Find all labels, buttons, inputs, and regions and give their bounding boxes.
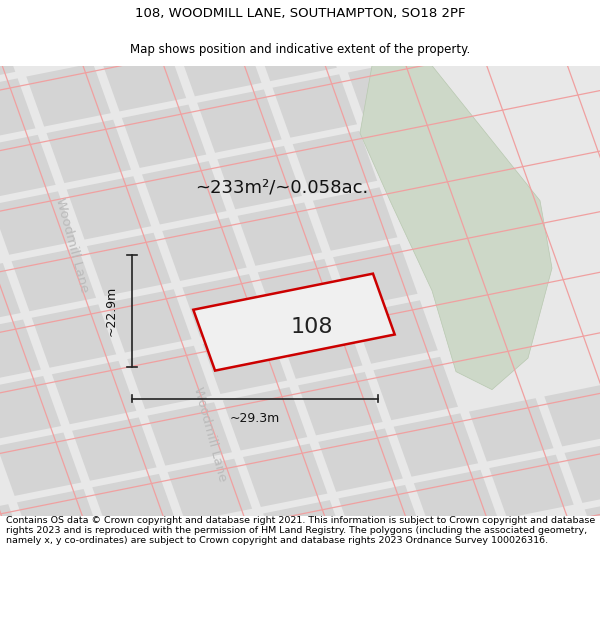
Text: 108: 108 (291, 317, 333, 337)
Polygon shape (46, 120, 131, 183)
Polygon shape (253, 18, 337, 81)
Polygon shape (0, 376, 61, 439)
Polygon shape (92, 474, 177, 538)
Polygon shape (107, 289, 191, 352)
Polygon shape (0, 22, 15, 85)
Polygon shape (182, 274, 267, 338)
Polygon shape (217, 146, 302, 209)
Polygon shape (368, 116, 452, 179)
Polygon shape (122, 104, 206, 168)
Polygon shape (0, 504, 26, 568)
Polygon shape (167, 459, 252, 522)
Text: ~233m²/~0.058ac.: ~233m²/~0.058ac. (196, 178, 368, 196)
Text: 108, WOODMILL LANE, SOUTHAMPTON, SO18 2PF: 108, WOODMILL LANE, SOUTHAMPTON, SO18 2P… (135, 7, 465, 19)
Polygon shape (238, 202, 322, 266)
Text: Woodmill Lane: Woodmill Lane (191, 386, 229, 484)
Polygon shape (0, 135, 56, 198)
Text: Contains OS data © Crown copyright and database right 2021. This information is : Contains OS data © Crown copyright and d… (6, 516, 595, 546)
Polygon shape (258, 259, 342, 322)
Polygon shape (17, 489, 101, 552)
Polygon shape (87, 232, 172, 296)
Polygon shape (52, 361, 136, 424)
Polygon shape (263, 500, 347, 564)
Polygon shape (544, 383, 600, 446)
Polygon shape (148, 402, 232, 466)
Polygon shape (272, 74, 357, 138)
Text: ~22.9m: ~22.9m (104, 286, 118, 336)
Polygon shape (585, 496, 600, 559)
Polygon shape (162, 217, 247, 281)
Polygon shape (373, 357, 458, 420)
Polygon shape (333, 244, 418, 307)
Polygon shape (319, 429, 403, 492)
Polygon shape (360, 66, 552, 389)
Polygon shape (203, 331, 287, 394)
Polygon shape (193, 274, 395, 371)
Polygon shape (353, 300, 438, 364)
Polygon shape (348, 59, 433, 122)
Polygon shape (0, 432, 81, 496)
Polygon shape (469, 398, 554, 461)
Polygon shape (177, 33, 262, 96)
Polygon shape (414, 470, 499, 533)
Polygon shape (243, 444, 328, 507)
Text: Map shows position and indicative extent of the property.: Map shows position and indicative extent… (130, 42, 470, 56)
Polygon shape (101, 48, 186, 111)
Polygon shape (394, 413, 478, 477)
Polygon shape (278, 316, 362, 379)
Polygon shape (293, 131, 377, 194)
Polygon shape (0, 191, 76, 255)
Polygon shape (127, 346, 212, 409)
Polygon shape (142, 161, 227, 224)
Polygon shape (26, 63, 111, 127)
Polygon shape (223, 387, 307, 451)
Polygon shape (0, 78, 35, 142)
Polygon shape (72, 418, 157, 481)
Polygon shape (338, 485, 423, 548)
Polygon shape (67, 176, 151, 239)
Polygon shape (313, 188, 397, 251)
Polygon shape (565, 439, 600, 503)
Text: Woodmill Lane: Woodmill Lane (53, 197, 91, 294)
Polygon shape (0, 319, 41, 383)
Polygon shape (0, 263, 20, 326)
Polygon shape (489, 454, 574, 518)
Text: ~29.3m: ~29.3m (230, 412, 280, 426)
Polygon shape (298, 372, 383, 436)
Polygon shape (197, 89, 281, 152)
Polygon shape (32, 304, 116, 368)
Polygon shape (11, 248, 96, 311)
